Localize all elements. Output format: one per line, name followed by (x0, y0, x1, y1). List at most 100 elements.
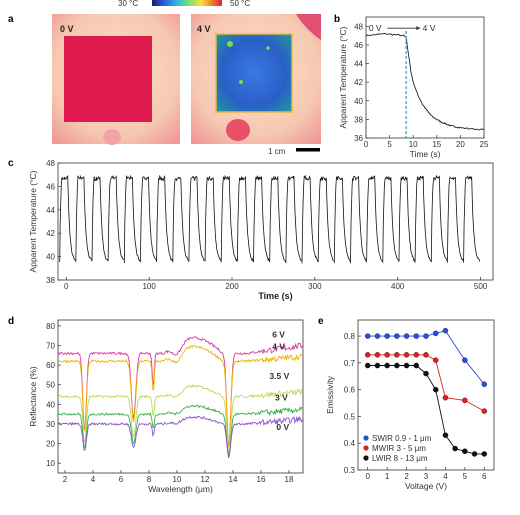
data-point (384, 333, 390, 339)
data-point (432, 330, 439, 337)
spectrum-line-6V (57, 336, 303, 447)
plot-frame (57, 319, 304, 474)
y-tick-label: 10 (46, 459, 55, 468)
y-tick-label: 42 (354, 78, 363, 87)
data-point (374, 352, 381, 358)
y-tick-label: 44 (354, 60, 363, 69)
x-tick-label: 0 (364, 140, 369, 149)
x-tick-label: 4 (91, 475, 96, 484)
data-point (432, 357, 439, 363)
clamp-mark (226, 119, 250, 141)
x-tick-label: 6 (119, 475, 124, 484)
x-tick-label: 500 (474, 282, 488, 291)
data-point (403, 333, 410, 339)
y-tick-label: 46 (46, 182, 55, 191)
data-point (394, 352, 400, 358)
x-tick-label: 400 (391, 282, 405, 291)
panel-d-chart: 2 4 6 8 10 12 14 16 18 10 20 30 40 50 60 70 80 Wavelength… (28, 319, 304, 494)
data-point (364, 352, 371, 358)
x-tick-label: 20 (456, 140, 465, 149)
panel-a-letter: a (8, 14, 14, 25)
plot-frame (365, 16, 485, 139)
x-tick-label: 18 (285, 475, 294, 484)
y-tick-label: 44 (46, 206, 55, 215)
plate-0v (64, 36, 152, 122)
y-tick-label: 30 (46, 420, 55, 429)
y-tick-label: 40 (46, 400, 55, 409)
y-tick-label: 38 (354, 115, 363, 124)
y-tick-label: 36 (354, 134, 363, 143)
y-tick-label: 0.8 (344, 332, 356, 341)
y-tick-label: 80 (46, 322, 55, 331)
y-tick-label: 40 (46, 253, 55, 262)
plate-4v (215, 33, 293, 113)
data-point (423, 370, 429, 377)
legend-marker (363, 435, 369, 441)
series-label: 3.5 V (269, 371, 289, 381)
y-tick-label: 48 (354, 22, 363, 31)
y-tick-label: 0.4 (344, 439, 356, 448)
series-label: 3 V (275, 392, 288, 402)
x-tick-label: 10 (173, 475, 182, 484)
series-label: 4 V (272, 341, 285, 351)
thermal-image-0v: 0 V (52, 14, 180, 145)
y-tick-label: 38 (46, 276, 55, 285)
x-tick-label: 12 (201, 475, 210, 484)
data-point (452, 445, 458, 452)
data-point (413, 333, 420, 339)
series-label: 6 V (272, 330, 285, 340)
hotspot (266, 46, 270, 50)
data-point (423, 352, 429, 358)
data-point (384, 352, 390, 358)
data-point (364, 333, 371, 339)
scale-bar-label: 1 cm (268, 147, 286, 156)
panel-e-chart: 0 1 2 3 4 5 6 0.3 0.4 0.5 0.6 0.7 0.8 Voltage (V) Emis… (325, 319, 495, 491)
x-tick-label: 1 (385, 472, 390, 481)
switch-arrowhead (416, 26, 421, 31)
x-tick-label: 200 (225, 282, 239, 291)
y-tick-label: 46 (354, 41, 363, 50)
legend-marker (363, 445, 369, 451)
x-tick-label: 3 (424, 472, 429, 481)
data-point (481, 408, 488, 414)
image-label-0v: 0 V (60, 24, 74, 34)
colorbar-low-label: 30 °C (118, 0, 138, 8)
y-tick-label: 0.6 (344, 386, 356, 395)
x-tick-label: 25 (480, 140, 489, 149)
image-label-4v: 4 V (197, 24, 211, 34)
data-point (423, 333, 429, 339)
spectrum-line-4V (57, 345, 303, 448)
panel-a: a 0 V 4 V 1 cm (8, 14, 321, 156)
legend-entry: SWIR 0.9 - 1 μm (372, 434, 432, 443)
y-tick-label: 0.7 (344, 359, 356, 368)
y-tick-label: 0.3 (344, 466, 356, 475)
scale-bar: 1 cm (268, 147, 320, 156)
y-tick-label: 70 (46, 342, 55, 351)
x-tick-label: 5 (387, 140, 392, 149)
cycling-trace (59, 174, 481, 264)
x-tick-label: 15 (432, 140, 441, 149)
x-tick-label: 2 (404, 472, 409, 481)
clamp-mark (103, 129, 121, 145)
x-axis-label: Time (s) (410, 149, 441, 159)
panel-c-chart: 0 100 200 300 400 500 38 40 42 44 46 48 Time (s) Appa… (28, 159, 494, 301)
x-tick-label: 5 (463, 472, 468, 481)
data-point (462, 448, 468, 454)
y-axis-label: Emissivity (325, 375, 335, 414)
data-point (403, 352, 410, 358)
y-tick-label: 50 (46, 381, 55, 390)
legend-entry: LWIR 8 - 13 μm (372, 454, 428, 463)
data-point (481, 381, 488, 388)
panel-b-letter: b (334, 14, 340, 25)
spectrum-line-3V (57, 404, 303, 457)
panel-d-letter: d (8, 316, 14, 327)
x-tick-label: 300 (308, 282, 322, 291)
panel-c-letter: c (8, 158, 14, 169)
data-point (442, 394, 449, 401)
spectrum-line-35V (57, 384, 303, 455)
panel-b-chart: 0 V 4 V 0 5 10 15 20 25 36 38 40 42 44 46 48 Time (s)… (338, 16, 489, 159)
data-point (374, 362, 381, 369)
data-point (364, 362, 371, 369)
data-point (471, 451, 478, 457)
